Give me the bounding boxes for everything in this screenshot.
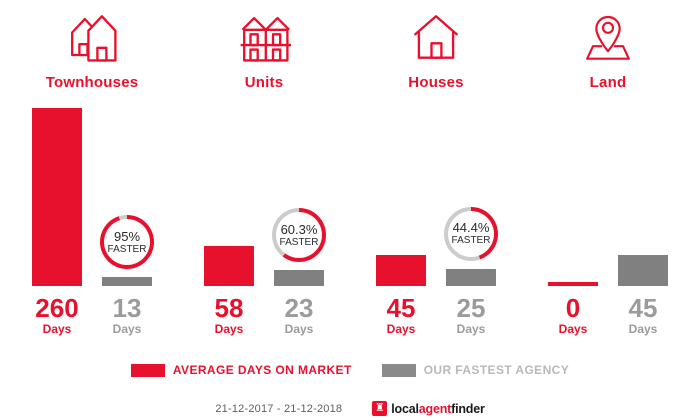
group-label: Townhouses (45, 74, 139, 91)
market-bar (548, 282, 598, 286)
agency-unit: Days (284, 322, 314, 336)
agency-column: 60.3% FASTER 23 Days (272, 106, 326, 337)
agency-value: 23 (284, 293, 314, 323)
agency-column: 44.4% FASTER 25 Days (444, 106, 498, 337)
agency-bar (618, 255, 668, 286)
rook-logo-icon: ♜ (372, 401, 388, 416)
group-label: Units (244, 74, 284, 91)
faster-label: FASTER (279, 236, 319, 248)
agency-value: 25 (456, 293, 486, 323)
agency-column: 95% FASTER 13 Days (100, 106, 154, 337)
market-bar (376, 255, 426, 286)
group-houses: Houses 45 Days 44.4% FASTER (350, 8, 522, 337)
bar-pair: 58 Days 60.3% FASTER 23 Days (204, 106, 326, 337)
market-column: 260 Days (32, 106, 82, 337)
market-unit: Days (214, 322, 244, 336)
faster-label: FASTER (451, 235, 491, 247)
market-bar (32, 108, 82, 286)
market-unit: Days (42, 322, 72, 336)
agency-value: 13 (112, 293, 142, 323)
agency-unit: Days (112, 322, 142, 336)
bar-pair: 0 Days 45 Days (548, 106, 668, 337)
faster-badge: 95% FASTER (100, 215, 154, 270)
agency-bar (274, 270, 324, 286)
faster-label: FASTER (107, 243, 147, 255)
date-range: 21-12-2017 - 21-12-2018 (215, 402, 343, 415)
market-column: 0 Days (548, 106, 598, 337)
group-units: Units 58 Days 60.3% FASTER (178, 8, 350, 337)
logo-text: localagentfinder (391, 401, 485, 416)
houses-icon (409, 8, 463, 64)
legend-swatch-agency (381, 363, 416, 377)
market-value: 45 (386, 293, 416, 323)
group-label: Houses (408, 74, 464, 91)
footer: 21-12-2017 - 21-12-2018 ♜ localagentfind… (0, 401, 700, 416)
bar-pair: 45 Days 44.4% FASTER 25 Days (376, 106, 498, 337)
market-column: 45 Days (376, 106, 426, 337)
group-townhouses: Townhouses 260 Days 95% FASTER (6, 8, 178, 337)
land-icon (583, 8, 633, 64)
market-column: 58 Days (204, 106, 254, 337)
legend-swatch-market (130, 363, 165, 377)
market-value: 58 (214, 293, 244, 323)
agency-column: 45 Days (618, 106, 668, 337)
group-label: Land (589, 74, 627, 91)
group-header: Land (583, 8, 633, 94)
category-groups: Townhouses 260 Days 95% FASTER (0, 8, 700, 337)
agency-unit: Days (456, 322, 486, 336)
faster-percent: 60.3% (280, 221, 318, 237)
market-unit: Days (558, 322, 588, 336)
agency-value: 45 (628, 293, 658, 323)
faster-percent: 95% (113, 228, 141, 244)
market-unit: Days (386, 322, 416, 336)
group-header: Houses (408, 8, 463, 94)
group-land: Land 0 Days (522, 8, 694, 337)
market-value: 0 (565, 293, 581, 323)
agency-bar (446, 268, 496, 286)
faster-percent: 44.4% (452, 220, 490, 236)
market-bar (204, 246, 254, 286)
agency-bar (102, 277, 152, 286)
units-icon (237, 8, 291, 64)
legend: AVERAGE DAYS ON MARKET OUR FASTEST AGENC… (0, 363, 700, 377)
agency-unit: Days (628, 322, 658, 336)
bar-pair: 260 Days 95% FASTER 13 Days (32, 106, 154, 337)
group-header: Units (237, 8, 291, 94)
legend-label-agency: OUR FASTEST AGENCY (423, 363, 570, 377)
legend-label-market: AVERAGE DAYS ON MARKET (172, 363, 352, 377)
faster-badge: 60.3% FASTER (272, 208, 326, 263)
localagentfinder-logo[interactable]: ♜ localagentfinder (372, 401, 485, 416)
market-value: 260 (35, 293, 79, 323)
townhouses-icon (65, 8, 119, 64)
faster-badge: 44.4% FASTER (444, 206, 498, 261)
group-header: Townhouses (46, 8, 139, 94)
